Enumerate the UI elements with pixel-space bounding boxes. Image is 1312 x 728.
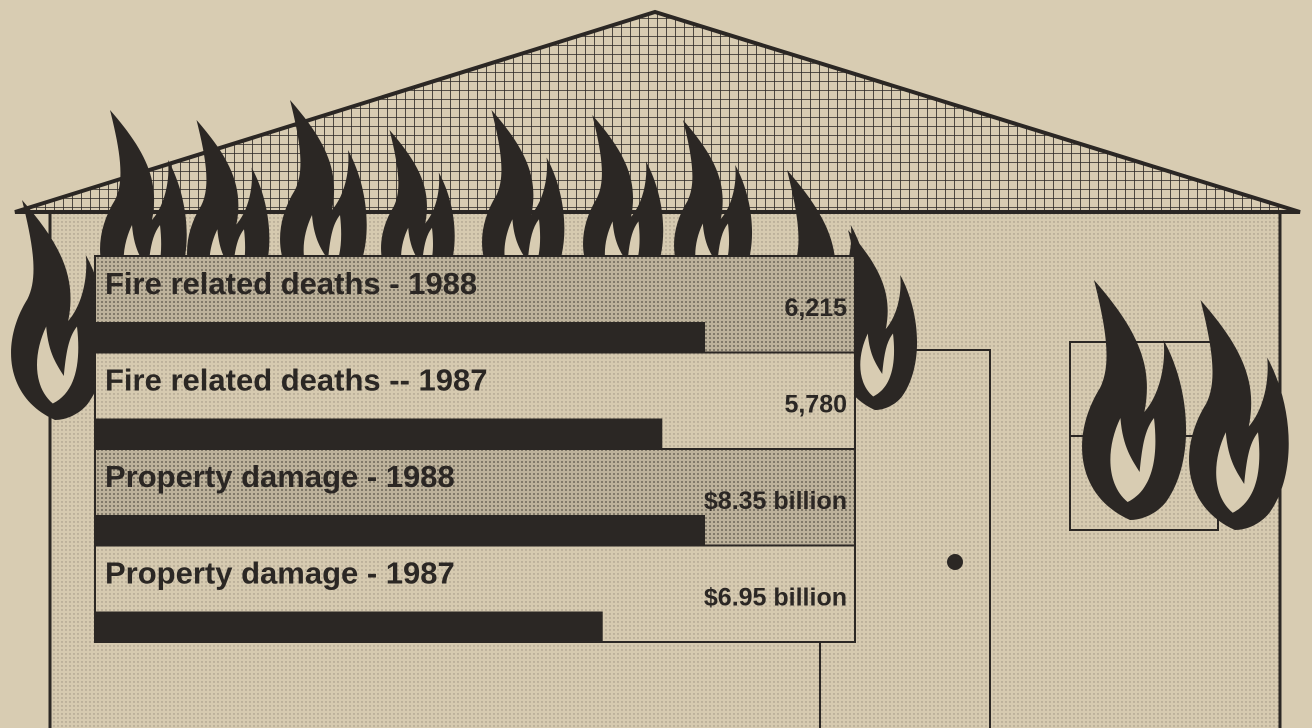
infographic: Fire related deaths - 1988 6,215 Fire rela… [0, 0, 1312, 728]
value-label: $6.95 billion [704, 584, 847, 612]
value-label: 5,780 [784, 391, 847, 419]
category-label: Property damage - 1987 [105, 556, 455, 591]
value-label: 6,215 [784, 294, 847, 322]
category-label: Fire related deaths - 1988 [105, 266, 477, 301]
category-label: Property damage - 1988 [105, 459, 455, 494]
bar [95, 322, 705, 353]
bar [95, 419, 662, 450]
category-label: Fire related deaths -- 1987 [105, 363, 488, 398]
bar [95, 612, 603, 643]
bar-panel: Fire related deaths - 1988 6,215 Fire rela… [95, 256, 855, 642]
value-label: $8.35 billion [704, 487, 847, 515]
bar [95, 515, 705, 546]
